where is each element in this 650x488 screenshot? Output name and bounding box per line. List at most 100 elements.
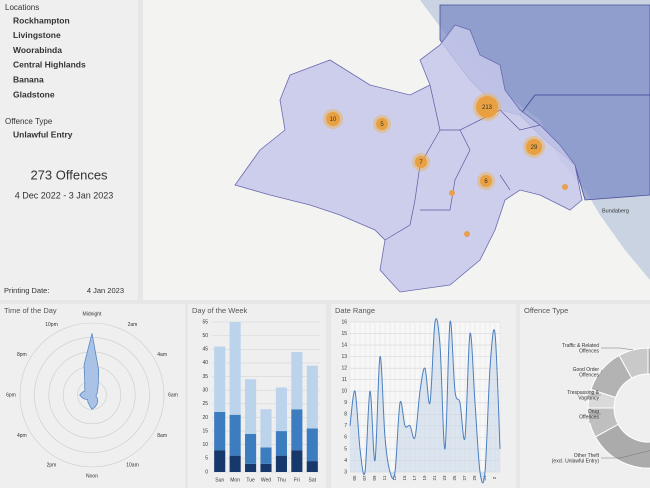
bar-segment: [214, 346, 226, 412]
y-tick-label: 16: [341, 319, 347, 325]
location-item[interactable]: Livingstone: [13, 30, 61, 40]
y-tick-label: 45: [202, 347, 208, 353]
bar-segment: [275, 431, 287, 456]
printing-date: 4 Jan 2023: [87, 286, 124, 295]
y-tick-label: 10: [202, 442, 208, 448]
x-tick-label: Tue: [246, 477, 255, 483]
x-tick-label: Mon: [230, 477, 240, 483]
leader-line: [601, 450, 650, 459]
locations-list: Rockhampton Livingstone Woorabinda Central …: [13, 15, 86, 99]
bar-segment: [229, 414, 241, 456]
hour-label: 10pm: [45, 322, 58, 328]
location-item[interactable]: Central Highlands: [13, 60, 86, 70]
y-tick-label: 10: [341, 389, 347, 395]
printing-label: Printing Date:: [4, 286, 49, 295]
hour-label: 8pm: [17, 352, 27, 358]
hour-label: Midnight: [83, 311, 103, 317]
y-tick-label: 14: [341, 342, 347, 348]
leader-line: [601, 369, 603, 373]
cluster[interactable]: [326, 112, 340, 126]
slice-label: Offences: [579, 414, 599, 420]
y-tick-label: 25: [202, 401, 208, 407]
leader-line: [601, 347, 634, 351]
panel-title: Date Range: [335, 306, 375, 315]
hour-label: 4pm: [17, 433, 27, 439]
y-tick-label: 50: [202, 333, 208, 339]
y-tick-label: 15: [202, 428, 208, 434]
y-tick-label: 8: [344, 412, 347, 418]
area: [350, 318, 500, 483]
x-tick-label: 15: [402, 475, 407, 481]
panel: [188, 304, 326, 488]
hour-label: 4am: [157, 352, 167, 358]
location-item[interactable]: Rockhampton: [13, 15, 70, 25]
slice-label: Drug: [588, 409, 599, 415]
cluster-count: 5: [380, 122, 384, 128]
x-tick-label: 11: [382, 475, 387, 480]
x-tick-label: 17: [412, 475, 417, 481]
hour-label: 6pm: [6, 392, 16, 398]
panel-title: Offence Type: [524, 306, 568, 315]
bar-segment: [306, 365, 318, 429]
y-tick-label: 7: [344, 423, 347, 429]
cluster[interactable]: [376, 118, 388, 130]
x-tick-label: 13: [392, 475, 397, 481]
cluster-count: 7: [419, 160, 423, 166]
panel-title: Time of the Day: [4, 306, 57, 315]
hour-label: Noon: [86, 473, 98, 479]
radial-area: [79, 333, 100, 410]
panel-title: Day of the Week: [192, 306, 248, 315]
location-item[interactable]: Banana: [13, 74, 44, 84]
bar-segment: [291, 450, 303, 472]
y-tick-label: 3: [344, 469, 347, 475]
slice-label: Vagrancy: [578, 395, 599, 401]
y-tick-label: 30: [202, 388, 208, 394]
hour-label: 8am: [157, 433, 167, 439]
ring: [19, 322, 165, 468]
x-tick-label: 27: [462, 475, 467, 481]
leader-line: [588, 394, 601, 399]
slice-label: Offences: [579, 372, 599, 378]
hour-label: 10am: [126, 462, 139, 468]
cluster-count: 213: [482, 105, 493, 111]
y-tick-label: 5: [205, 456, 208, 462]
locations-heading: Locations: [5, 3, 39, 12]
cluster[interactable]: [480, 175, 492, 187]
x-tick-label: Thu: [277, 477, 286, 483]
y-tick-label: 13: [341, 354, 347, 360]
cluster[interactable]: [526, 139, 542, 155]
offence-heading: Offence Type: [5, 117, 53, 126]
bar-segment: [291, 409, 303, 451]
y-tick-label: 15: [341, 331, 347, 337]
bar-segment: [245, 463, 257, 472]
y-tick-label: 6: [344, 435, 347, 441]
donut-slice: [594, 347, 650, 469]
slice-label: Good Order: [573, 367, 600, 373]
y-tick-label: 5: [344, 446, 347, 452]
line: [349, 318, 501, 484]
offence-filter[interactable]: Unlawful Entry: [13, 129, 73, 139]
slice-label: Traffic & Related: [562, 343, 599, 349]
location-item[interactable]: Woorabinda: [13, 45, 62, 55]
cluster[interactable]: [415, 156, 427, 168]
cluster[interactable]: [476, 96, 498, 118]
y-tick-label: 11: [342, 377, 347, 383]
bar-segment: [214, 412, 226, 451]
location-item[interactable]: Gladstone: [13, 89, 55, 99]
bar-segment: [260, 463, 272, 472]
x-tick-label: 29: [472, 475, 477, 481]
x-tick-label: Wed: [261, 477, 271, 483]
x-tick-label: 09: [372, 475, 377, 481]
bar-segment: [229, 455, 241, 472]
map[interactable]: 213 29 10 5 7 6 Bundaberg: [143, 0, 650, 300]
slice-label: Other Theft: [574, 453, 600, 459]
cluster-count: 6: [484, 179, 488, 185]
bar-segment: [291, 352, 303, 410]
total-offences: 273 Offences: [30, 167, 108, 182]
place-label: Bundaberg: [602, 208, 629, 214]
hour-label: 2pm: [47, 462, 57, 468]
period: 4 Dec 2022 - 3 Jan 2023: [15, 190, 114, 200]
bar-segment: [214, 450, 226, 472]
y-tick-label: 35: [202, 374, 208, 380]
